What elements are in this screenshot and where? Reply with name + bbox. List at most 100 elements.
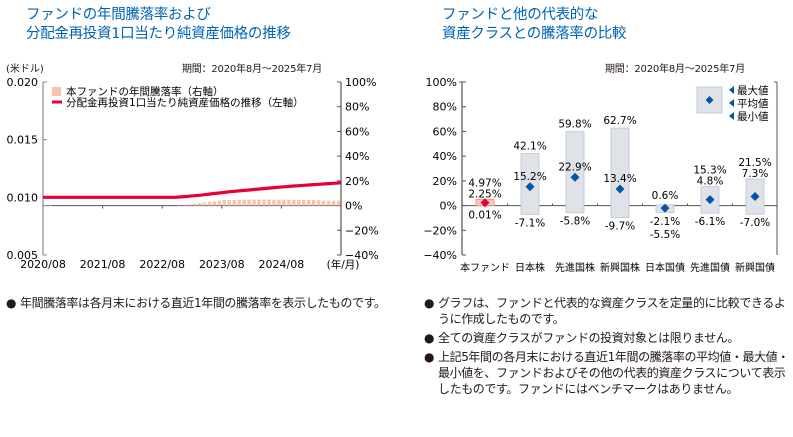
legend-label: 最大値 xyxy=(737,84,769,97)
max-label: 4.97% xyxy=(468,177,501,189)
note-text: 全ての資産クラスがファンドの投資対象とは限りません。 xyxy=(438,331,740,345)
average-marker xyxy=(660,203,670,213)
y-tick-label: 100% xyxy=(426,76,457,89)
max-label: 15.3% xyxy=(693,165,726,177)
return-bar xyxy=(306,200,311,206)
category-label: 先進国債 xyxy=(690,261,730,274)
return-bar xyxy=(321,200,326,206)
legend-line-label: 分配金再投資1口当たり純資産価格の推移（左軸） xyxy=(66,96,304,109)
pointer-triangle-icon xyxy=(729,86,734,94)
note-item: ● グラフは、ファンドと代表的な資産クラスを定量的に比較できるように作成したもの… xyxy=(424,295,792,327)
return-bar xyxy=(287,199,291,206)
nav-chart: 0.005 0.010 0.015 0.020 −40% −20% 0% 20% 40% 60% 8… xyxy=(7,76,379,271)
right-title-line2: 資産クラスとの騰落率の比較 xyxy=(442,26,627,42)
return-bar xyxy=(242,199,246,206)
bullet-icon: ● xyxy=(424,331,435,345)
x-unit-label: (年/月) xyxy=(327,258,360,271)
return-bar xyxy=(43,204,48,206)
return-bar xyxy=(267,199,271,206)
right-tick-label: 20% xyxy=(345,175,369,188)
return-bar xyxy=(197,203,202,206)
return-bar xyxy=(48,204,53,206)
note-text: グラフは、ファンドと代表的な資産クラスを定量的に比較できるように作成したものです… xyxy=(438,296,786,326)
avg-label: 13.4% xyxy=(603,173,636,185)
return-bar xyxy=(192,203,197,206)
return-bar xyxy=(282,199,286,206)
legend-bar-label: 本ファンドの年間騰落率（右軸） xyxy=(66,85,224,98)
right-tick-label: −20% xyxy=(345,224,379,237)
return-bar xyxy=(272,199,276,206)
return-bar xyxy=(311,200,316,206)
category-label: 先進国株 xyxy=(555,261,595,274)
average-marker xyxy=(525,182,535,192)
y-tick-label: 60% xyxy=(433,125,457,138)
category-label: 新興国債 xyxy=(735,261,775,274)
avg-label: 7.3% xyxy=(742,168,769,180)
return-bar xyxy=(326,200,331,206)
category-label: 新興国株 xyxy=(600,261,640,274)
max-label: 42.1% xyxy=(513,141,546,153)
bullet-icon: ● xyxy=(6,296,17,310)
return-bar xyxy=(237,199,241,206)
left-tick-label: 0.010 xyxy=(7,191,39,204)
left-tick-label: 0.015 xyxy=(7,134,39,147)
return-bar xyxy=(217,200,222,206)
avg-label: -2.1% xyxy=(650,216,680,228)
average-marker xyxy=(705,195,715,205)
return-bar xyxy=(182,204,187,206)
y-tick-label: 80% xyxy=(433,101,457,114)
note-text: 上記5年間の各月末における直近1年間の騰落率の平均値・最大値・最小値を、ファンド… xyxy=(438,350,789,396)
max-label: 59.8% xyxy=(558,119,591,131)
avg-label: 15.2% xyxy=(513,171,546,183)
y-tick-label: −40% xyxy=(423,249,457,262)
return-bar xyxy=(252,199,256,206)
return-bar xyxy=(302,199,306,206)
min-label: -6.1% xyxy=(695,216,725,228)
bullet-icon: ● xyxy=(424,296,435,310)
pointer-triangle-icon xyxy=(729,112,734,120)
left-axis-unit: (米ドル) xyxy=(6,64,44,75)
return-bar xyxy=(292,199,296,206)
return-bar xyxy=(222,200,227,206)
avg-label: 22.9% xyxy=(558,161,591,173)
return-bar xyxy=(277,199,281,206)
note-item: ● 年間騰落率は各月末における直近1年間の騰落率を表示したものです。 xyxy=(6,295,391,311)
left-notes: ● 年間騰落率は各月末における直近1年間の騰落率を表示したものです。 xyxy=(6,295,391,314)
max-label: 0.6% xyxy=(652,190,679,202)
max-label: 62.7% xyxy=(603,115,636,127)
return-bar xyxy=(247,199,251,206)
category-label: 日本株 xyxy=(515,261,545,274)
right-tick-label: 0% xyxy=(345,200,362,213)
x-tick-label: 2021/08 xyxy=(80,258,126,271)
min-label: 0.01% xyxy=(468,210,501,222)
right-tick-label: 60% xyxy=(345,125,369,138)
return-bar xyxy=(207,201,212,206)
right-tick-label: 80% xyxy=(345,101,369,114)
left-tick-label: 0.020 xyxy=(7,76,39,89)
return-bar xyxy=(202,202,207,206)
avg-label: 4.8% xyxy=(697,176,724,188)
return-bar xyxy=(262,199,266,206)
min-label: -7.1% xyxy=(515,217,545,229)
right-tick-label: 40% xyxy=(345,150,369,163)
y-tick-label: −20% xyxy=(423,224,457,237)
legend-diamond-icon xyxy=(705,96,714,104)
legend-label: 平均値 xyxy=(737,97,769,110)
left-tick-label: 0.005 xyxy=(7,249,39,262)
note-text: 年間騰落率は各月末における直近1年間の騰落率を表示したものです。 xyxy=(20,296,386,310)
return-bar xyxy=(316,200,321,206)
x-tick-label: 2022/08 xyxy=(139,258,185,271)
note-item: ● 上記5年間の各月末における直近1年間の騰落率の平均値・最大値・最小値を、ファ… xyxy=(424,349,792,397)
return-bar xyxy=(227,199,231,206)
range-box xyxy=(610,127,630,218)
category-label: 本ファンド xyxy=(460,261,510,274)
range-chart: −40% −20% 0% 20% 40% 60% 80% 100% 4.97%2.25% 0.01… xyxy=(423,76,778,274)
min-label: -5.5% xyxy=(650,229,680,241)
range-box xyxy=(565,131,585,214)
return-bar xyxy=(336,200,341,206)
average-marker xyxy=(750,192,760,202)
x-tick-label: 2020/08 xyxy=(20,258,66,271)
y-tick-label: 0% xyxy=(440,200,457,213)
right-chart-title: ファンドと他の代表的な 資産クラスとの騰落率の比較 xyxy=(442,6,626,44)
left-chart-title: ファンドの年間騰落率および 分配金再投資1口当たり純資産価格の推移 xyxy=(26,6,291,44)
